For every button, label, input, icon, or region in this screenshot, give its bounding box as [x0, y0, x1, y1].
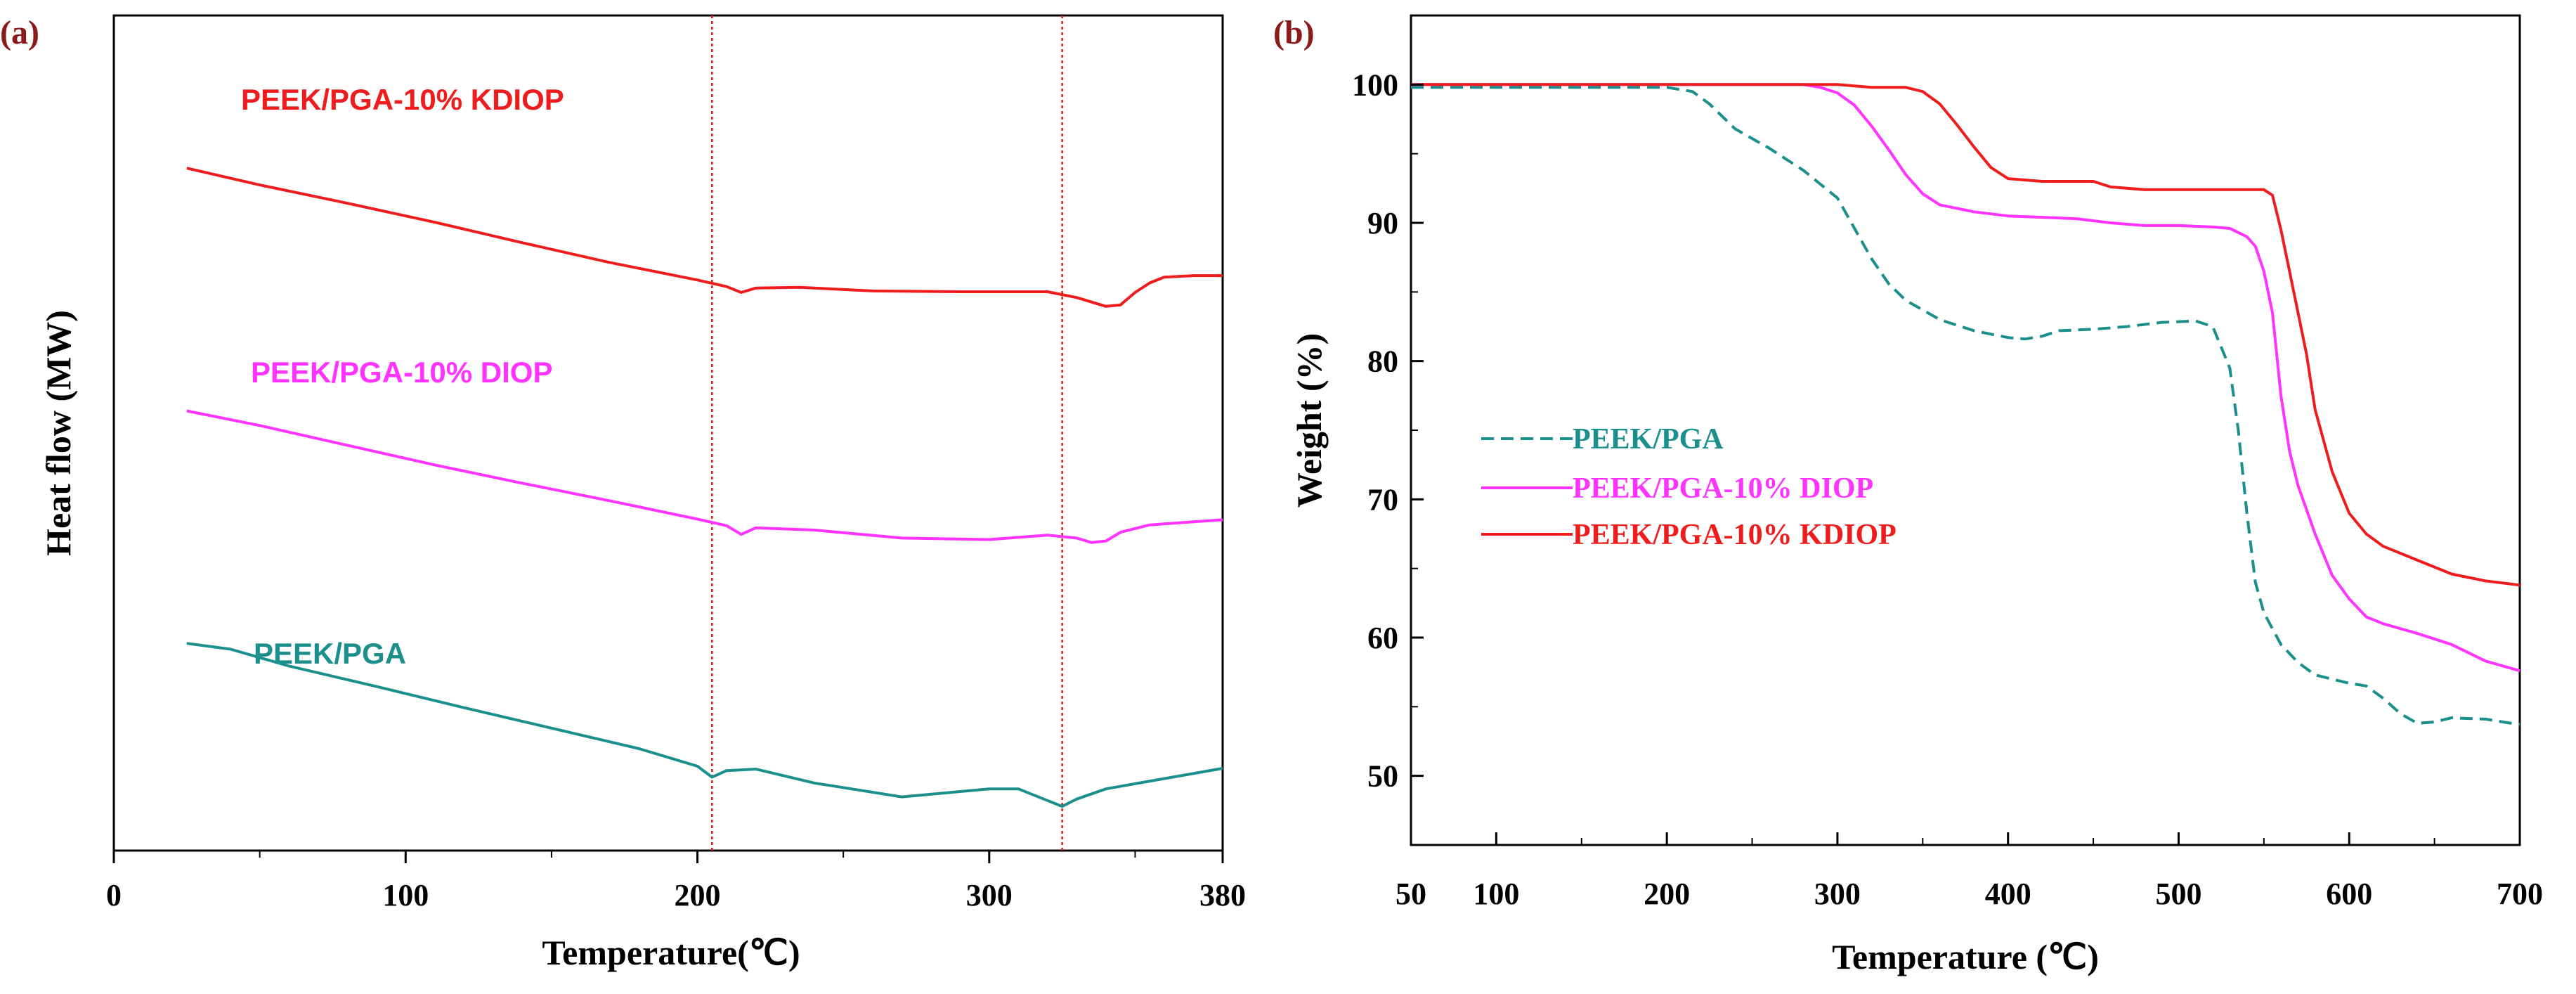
series-line-kdiop: [186, 167, 1223, 308]
legend-label-diop: PEEK/PGA-10% DIOP: [1573, 472, 1873, 505]
panel-b-series: [1411, 83, 2520, 726]
panel-b: (b) 50 100 200 300 400 500 600 700 50 60 70 80 90 10…: [1273, 14, 2543, 976]
x-tick-label: 700: [2497, 877, 2543, 911]
panel-a-x-ticks: 0 100 200 300 380: [106, 851, 1246, 912]
x-tick-label: 300: [1814, 877, 1861, 911]
series-label-kdiop: PEEK/PGA-10% KDIOP: [241, 83, 564, 116]
panel-a-series: [186, 167, 1223, 808]
panel-a-frame: [112, 14, 1224, 852]
series-line-kdiop: [1411, 83, 2520, 587]
x-tick-label: 50: [1396, 877, 1426, 911]
x-tick-label: 400: [1985, 877, 2031, 911]
y-tick-label: 90: [1367, 206, 1398, 240]
x-tick-label: 200: [1644, 877, 1690, 911]
x-tick-label: 500: [2155, 877, 2201, 911]
series-line-diop: [1411, 83, 2520, 673]
panel-a-x-axis-title: Temperature(℃): [542, 933, 800, 972]
panel-a-label: (a): [0, 14, 39, 51]
panel-a: (a) 0 100 200 300 380 PEEK/PGA-10% KDIOP PEE…: [0, 14, 1246, 972]
y-tick-label: 80: [1367, 344, 1398, 379]
legend: PEEK/PGA PEEK/PGA-10% DIOP PEEK/PGA-10% …: [1481, 423, 1897, 551]
x-tick-label: 0: [106, 878, 122, 912]
y-tick-label: 70: [1367, 482, 1398, 517]
series-label-pga: PEEK/PGA: [254, 637, 406, 670]
y-tick-label: 100: [1352, 67, 1398, 102]
panel-b-x-axis-title: Temperature (℃): [1832, 937, 2099, 976]
x-tick-label: 100: [1473, 877, 1519, 911]
x-tick-label: 300: [966, 878, 1013, 912]
x-tick-label: 380: [1199, 878, 1246, 912]
legend-label-pga: PEEK/PGA: [1573, 423, 1724, 456]
panel-b-label: (b): [1273, 14, 1315, 51]
y-tick-label: 50: [1367, 759, 1398, 794]
y-tick-label: 60: [1367, 621, 1398, 655]
panel-a-guide-lines: [711, 15, 1063, 851]
series-line-pga: [1411, 86, 2520, 726]
panel-b-y-axis-title: Weight (%): [1289, 333, 1329, 508]
legend-label-kdiop: PEEK/PGA-10% KDIOP: [1573, 519, 1897, 551]
series-label-diop: PEEK/PGA-10% DIOP: [251, 356, 552, 389]
series-line-pga: [186, 642, 1223, 808]
x-tick-label: 200: [675, 878, 721, 912]
panel-a-y-axis-title: Heat flow (MW): [39, 310, 78, 556]
series-line-diop: [186, 409, 1223, 544]
panel-b-x-ticks: 50 100 200 300 400 500 600 700: [1396, 832, 2543, 911]
x-tick-label: 600: [2326, 877, 2372, 911]
panel-b-y-ticks: 50 60 70 80 90 100: [1352, 15, 1424, 794]
x-tick-label: 100: [382, 878, 429, 912]
